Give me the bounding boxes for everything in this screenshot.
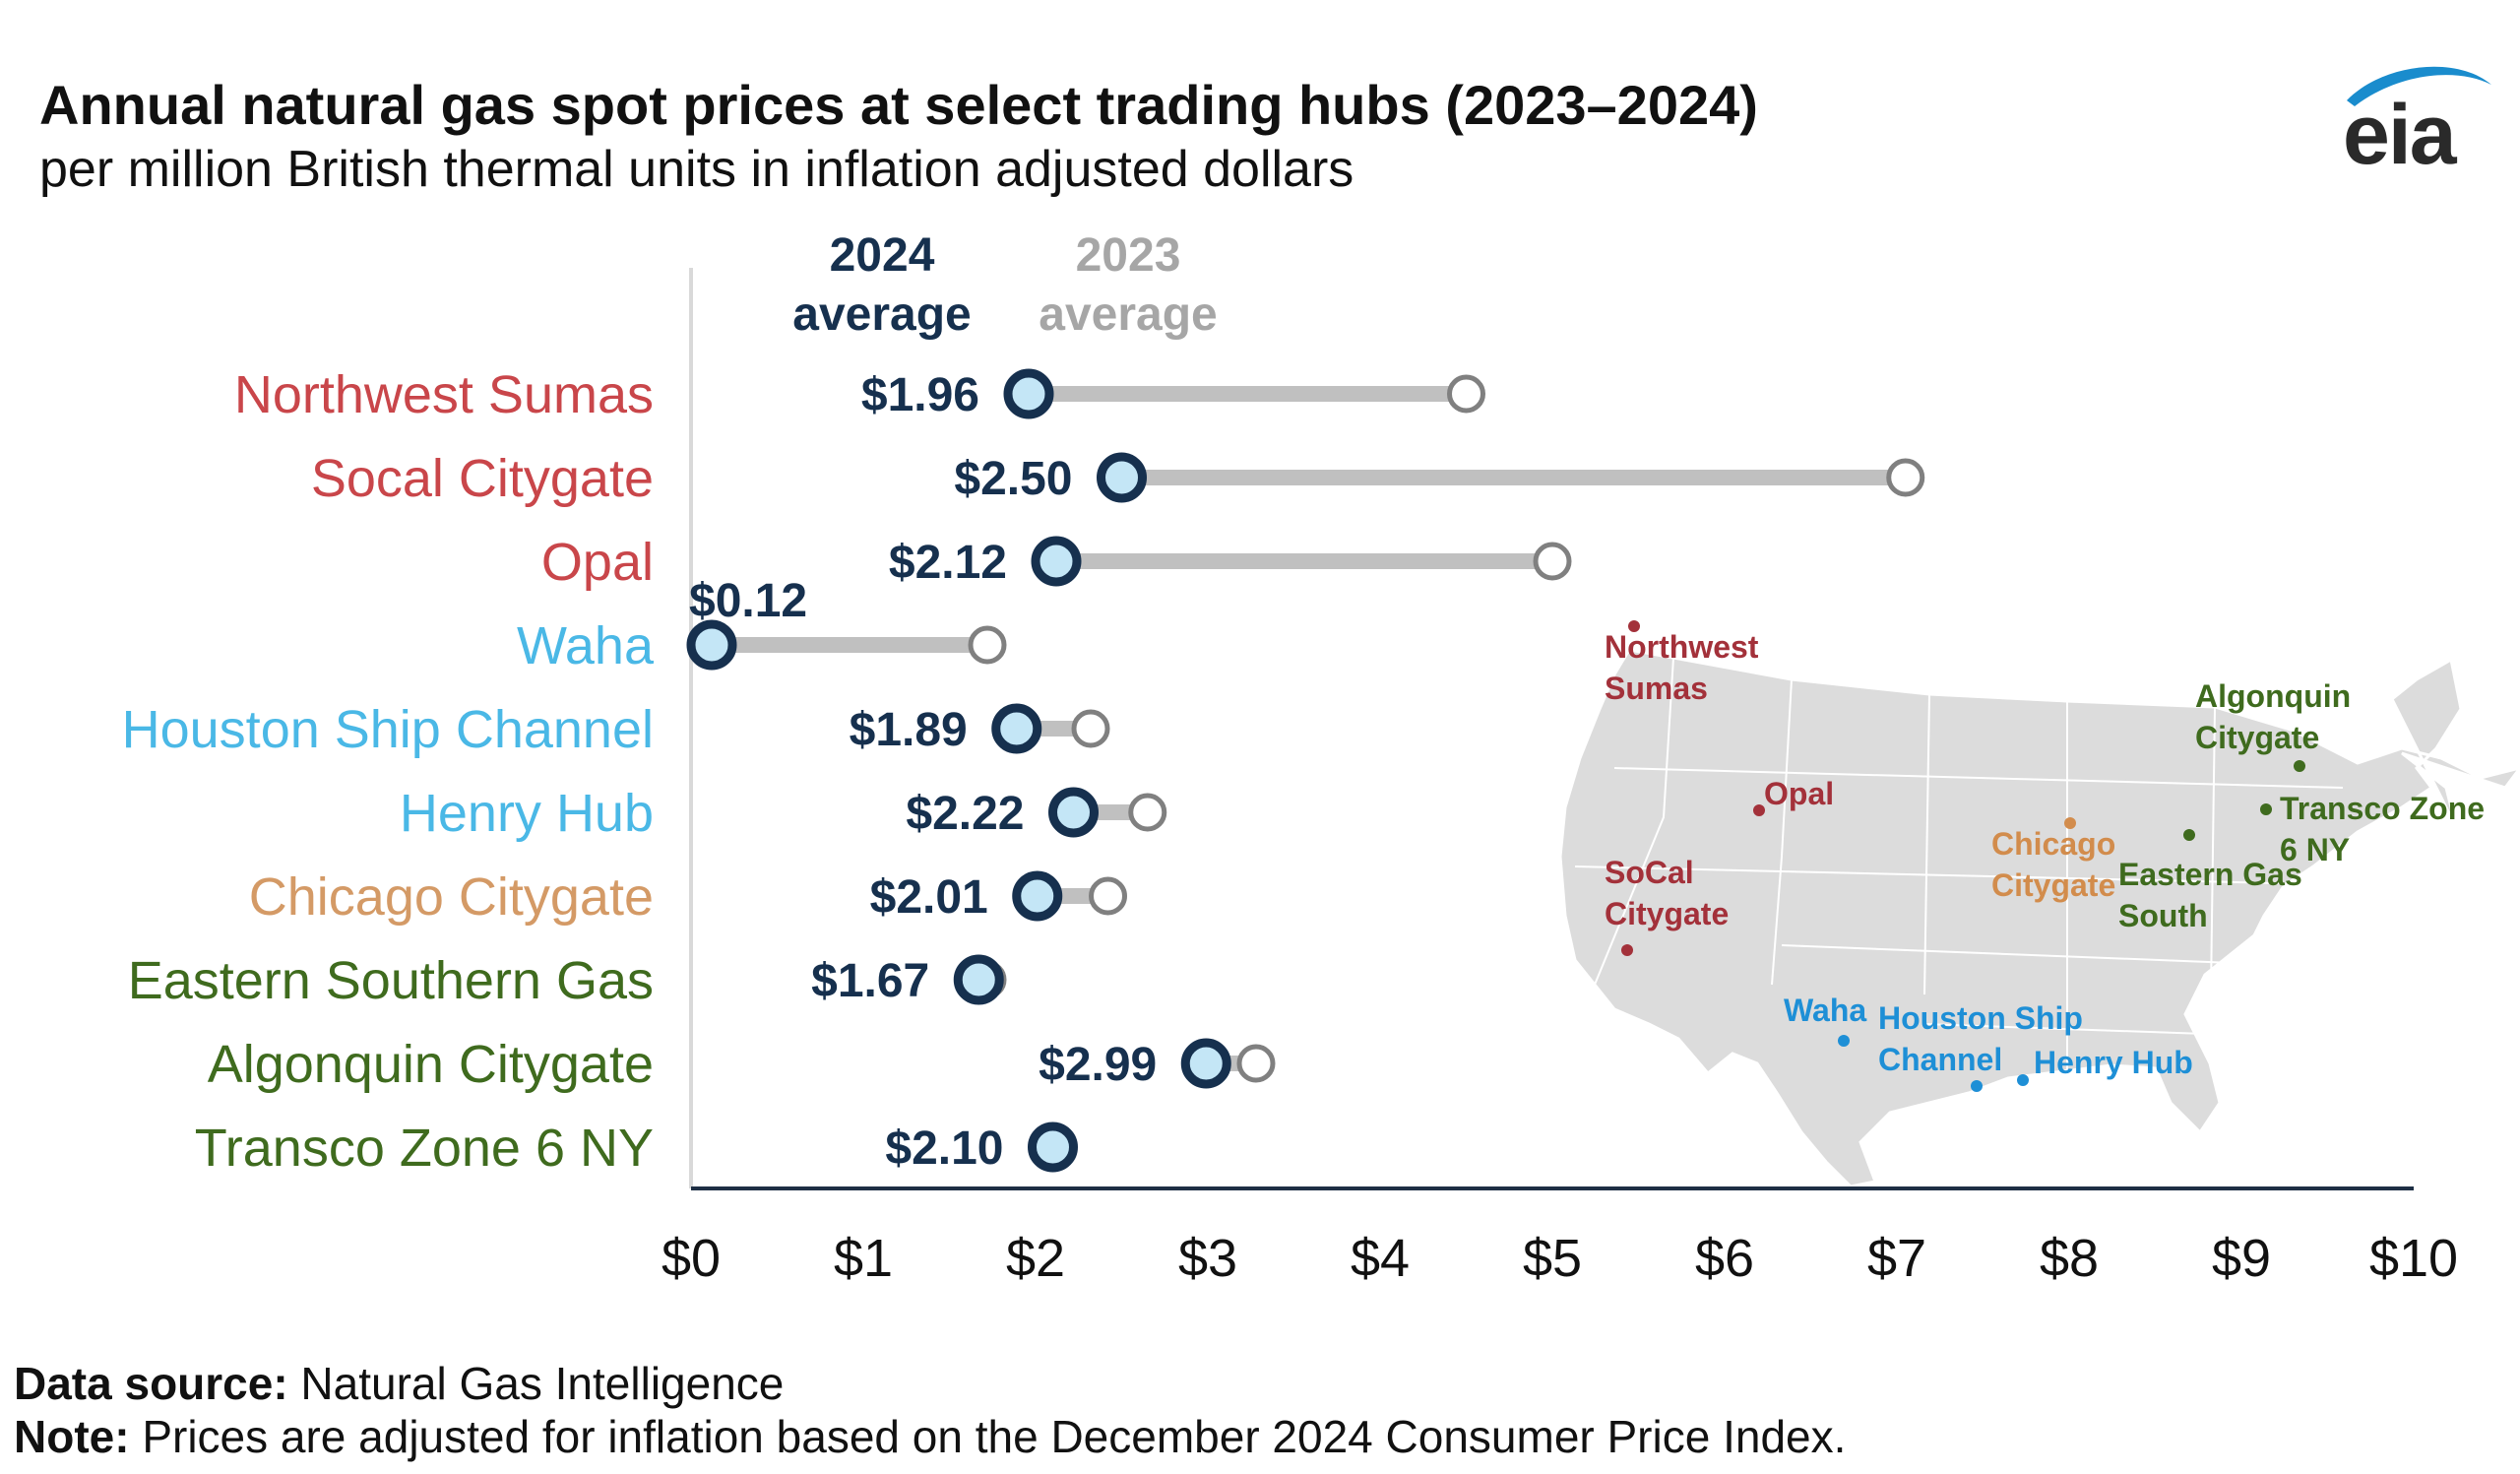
x-tick-label: $6 bbox=[1695, 1229, 1754, 1288]
hub-label: Transco Zone 6 NY bbox=[195, 1119, 654, 1178]
dot-2023 bbox=[1128, 793, 1167, 832]
map-hub-label: Opal bbox=[1764, 776, 1834, 811]
dot-2024 bbox=[1097, 452, 1147, 503]
value-label: $1.67 bbox=[811, 955, 929, 1007]
value-label: $0.12 bbox=[689, 575, 807, 627]
value-label: $1.89 bbox=[850, 704, 968, 756]
x-tick-label: $2 bbox=[1006, 1229, 1065, 1288]
map-hub-label: Northwest bbox=[1605, 629, 1759, 665]
x-tick-label: $7 bbox=[1867, 1229, 1926, 1288]
map-hub-label: Houston Ship bbox=[1878, 1000, 2083, 1036]
x-tick-label: $5 bbox=[1523, 1229, 1582, 1288]
data-source-text: Natural Gas Intelligence bbox=[287, 1358, 785, 1409]
hub-label: Opal bbox=[541, 533, 654, 592]
map-hub-dot bbox=[1753, 804, 1765, 816]
us-map-borders bbox=[1574, 657, 2403, 1078]
chart-footer: Data source: Natural Gas Intelligence No… bbox=[14, 1357, 1846, 1463]
dot-2023 bbox=[1236, 1044, 1276, 1083]
dot-2024 bbox=[1012, 870, 1063, 922]
map-hub-label: Citygate bbox=[1991, 867, 2115, 903]
dot-2024 bbox=[1180, 1038, 1231, 1089]
dot-2024 bbox=[686, 619, 737, 671]
eia-logo-text: eia bbox=[2343, 88, 2457, 182]
hub-label: Algonquin Citygate bbox=[208, 1035, 654, 1094]
map-hub-dot bbox=[1628, 620, 1640, 632]
hub-label: Socal Citygate bbox=[311, 449, 654, 508]
dot-2023 bbox=[1886, 458, 1925, 497]
legend-2024-line1: 2024 bbox=[830, 229, 935, 282]
map-hub-label: SoCal bbox=[1605, 855, 1694, 890]
note-text: Prices are adjusted for inflation based … bbox=[129, 1411, 1847, 1462]
dot-2023 bbox=[1533, 542, 1572, 581]
hub-label: Chicago Citygate bbox=[249, 867, 654, 927]
map-hub-label: Eastern Gas bbox=[2118, 857, 2302, 892]
map-hub-label: 6 NY bbox=[2280, 832, 2350, 867]
x-tick-label: $10 bbox=[2369, 1229, 2458, 1288]
us-map-inset: Northwest Sumas Opal SoCal Citygate Chicago Ci… bbox=[1558, 620, 2520, 1188]
x-tick-label: $9 bbox=[2212, 1229, 2271, 1288]
value-label: $2.50 bbox=[954, 453, 1072, 505]
value-label: $2.10 bbox=[885, 1122, 1003, 1175]
x-tick-label: $4 bbox=[1351, 1229, 1410, 1288]
hub-label: Northwest Sumas bbox=[234, 365, 654, 424]
map-hub-dot bbox=[2183, 829, 2195, 841]
dot-2024 bbox=[1003, 368, 1054, 419]
map-hub-label: South bbox=[2118, 898, 2208, 933]
value-label: $2.12 bbox=[889, 537, 1007, 589]
map-hub-dot bbox=[2260, 803, 2272, 815]
hub-label: Houston Ship Channel bbox=[122, 700, 654, 759]
eia-logo-swoosh-icon bbox=[2347, 66, 2491, 106]
data-source-label: Data source: bbox=[14, 1358, 288, 1409]
map-hub-label: Chicago bbox=[1991, 826, 2115, 862]
hub-label: Waha bbox=[517, 616, 655, 675]
hub-label: Henry Hub bbox=[400, 784, 654, 843]
legend-2023-line1: 2023 bbox=[1076, 229, 1181, 282]
dot-2023 bbox=[1089, 876, 1127, 916]
map-hub-dot bbox=[2017, 1074, 2029, 1086]
x-tick-label: $1 bbox=[834, 1229, 893, 1288]
dot-2024 bbox=[1028, 1122, 1078, 1173]
map-hub-dot bbox=[1971, 1080, 1983, 1092]
note-line: Note: Prices are adjusted for inflation … bbox=[14, 1410, 1846, 1463]
dot-2024 bbox=[1031, 536, 1082, 587]
x-tick-label: $8 bbox=[2040, 1229, 2099, 1288]
dot-2024 bbox=[991, 703, 1042, 754]
map-hub-label: Sumas bbox=[1605, 671, 1708, 706]
map-hub-dot bbox=[1838, 1035, 1850, 1047]
value-label: $1.96 bbox=[861, 369, 979, 421]
map-hub-dot bbox=[2064, 817, 2076, 829]
legend-2023-line2: average bbox=[1039, 288, 1217, 341]
dot-2024 bbox=[1048, 787, 1099, 838]
value-label: $2.01 bbox=[870, 871, 988, 924]
map-hub-dot bbox=[1621, 944, 1633, 956]
dot-2023 bbox=[1071, 709, 1110, 748]
dot-2024 bbox=[953, 954, 1004, 1005]
chart-title: Annual natural gas spot prices at select… bbox=[39, 74, 1758, 136]
hub-label: Eastern Southern Gas bbox=[128, 951, 654, 1010]
map-hub-dot bbox=[2294, 760, 2305, 772]
map-hub-label: Citygate bbox=[1605, 896, 1729, 931]
value-label: $2.99 bbox=[1039, 1039, 1157, 1091]
map-hub-label: Henry Hub bbox=[2034, 1045, 2193, 1080]
map-hub-label: Citygate bbox=[2195, 720, 2319, 755]
value-label: $2.22 bbox=[906, 788, 1024, 840]
data-source-line: Data source: Natural Gas Intelligence bbox=[14, 1357, 1846, 1410]
chart-subtitle: per million British thermal units in inf… bbox=[39, 141, 1354, 198]
x-tick-label: $3 bbox=[1178, 1229, 1237, 1288]
x-tick-label: $0 bbox=[662, 1229, 721, 1288]
dot-2023 bbox=[968, 625, 1007, 665]
map-hub-label: Transco Zone bbox=[2280, 791, 2485, 826]
note-label: Note: bbox=[14, 1411, 130, 1462]
dot-2023 bbox=[1447, 374, 1485, 414]
map-hub-label: Algonquin bbox=[2195, 678, 2351, 714]
map-hub-label: Waha bbox=[1784, 993, 1866, 1028]
map-hub-label: Channel bbox=[1878, 1042, 2002, 1077]
eia-logo: eia bbox=[2329, 55, 2506, 178]
legend-2024-line2: average bbox=[792, 288, 971, 341]
